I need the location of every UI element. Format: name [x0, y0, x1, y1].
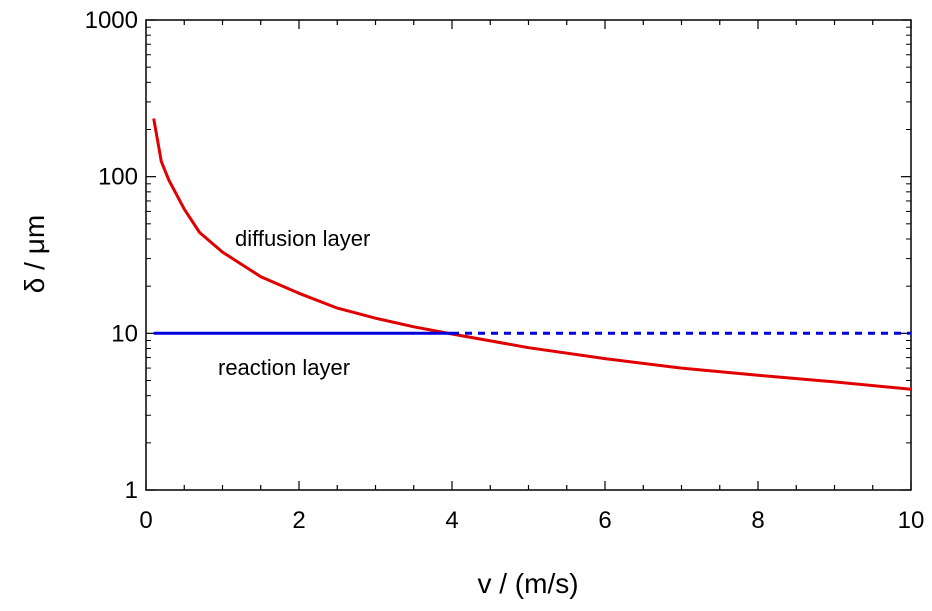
x-tick-label: 10: [898, 507, 925, 534]
x-axis-title: v / (m/s): [477, 568, 578, 599]
plot-border: [145, 19, 912, 491]
series-layer: [152, 118, 912, 391]
diffusion-layer-label: diffusion layer: [235, 226, 370, 251]
plot-frame: [145, 19, 912, 491]
x-tick-label: 6: [598, 507, 611, 534]
x-axis-ticks: 0 2 4 6 8 10: [139, 20, 924, 534]
reaction-layer-label: reaction layer: [218, 355, 350, 380]
y-tick-label: 10: [111, 320, 138, 347]
x-tick-label: 8: [751, 507, 764, 534]
x-tick-label: 2: [292, 507, 305, 534]
y-tick-label: 1: [125, 477, 138, 504]
y-tick-label: 100: [98, 164, 138, 191]
y-tick-label: 1000: [85, 7, 138, 34]
y-axis-ticks: 1 10 100 1000: [85, 7, 911, 504]
y-axis-title: δ / μm: [19, 215, 50, 293]
diffusion-layer-curve: [152, 118, 912, 391]
x-tick-label: 4: [445, 507, 458, 534]
x-tick-label: 0: [139, 507, 152, 534]
